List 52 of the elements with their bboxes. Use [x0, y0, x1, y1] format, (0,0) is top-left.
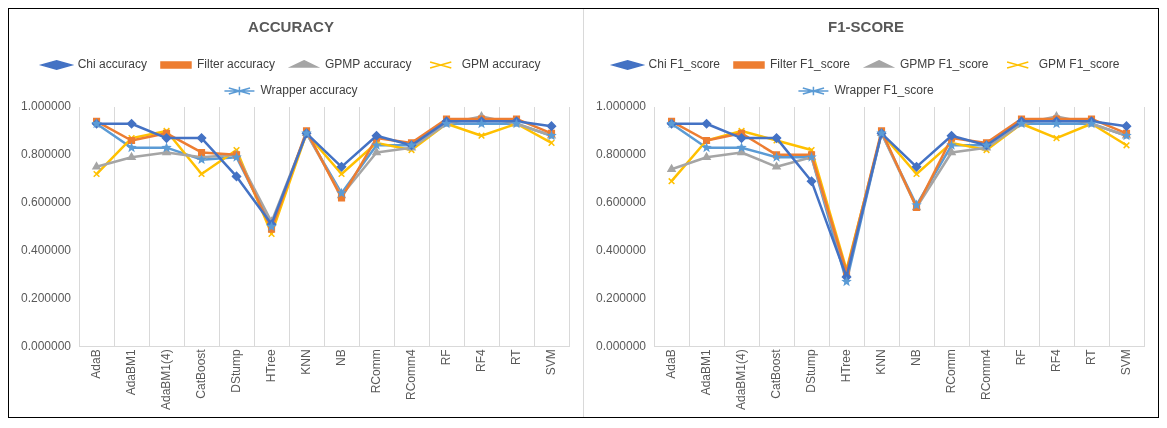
- y-tick-label: 0.400000: [20, 242, 72, 257]
- y-tick-label: 0.400000: [595, 242, 647, 257]
- x-tick-label: AdaB: [88, 349, 103, 379]
- x-tick-label: NB: [333, 349, 348, 366]
- x-tick-label: RComm4: [403, 348, 418, 400]
- x-tick-label: HTree: [263, 348, 278, 383]
- legend-label: GPM accuracy: [461, 57, 541, 72]
- chart-title: F1-SCORE: [828, 18, 904, 36]
- x-tick-label: AdaBM1(4): [733, 349, 748, 411]
- x-tick-label: SVM: [1118, 349, 1133, 376]
- y-tick-label: 0.200000: [20, 290, 72, 305]
- legend-label: GPM F1_score: [1038, 57, 1120, 72]
- x-tick-label: RComm: [368, 349, 383, 394]
- x-tick-label: DStump: [228, 348, 243, 393]
- chart-title: ACCURACY: [248, 18, 334, 36]
- legend-label: Chi accuracy: [77, 57, 147, 72]
- x-tick-label: AdaBM1(4): [158, 349, 173, 411]
- x-tick-label: RF4: [473, 348, 488, 372]
- legend-label: GPMP F1_score: [900, 57, 989, 72]
- x-tick-label: SVM: [543, 349, 558, 376]
- y-tick-label: 0.600000: [595, 195, 647, 210]
- x-tick-label: AdaBM1: [698, 348, 713, 396]
- x-tick-label: RT: [1083, 348, 1098, 366]
- y-tick-label: 1.000000: [20, 99, 72, 114]
- y-tick-label: 0.600000: [20, 195, 72, 210]
- y-tick-label: 0.200000: [595, 290, 647, 305]
- y-tick-label: 0.000000: [20, 338, 72, 353]
- x-tick-label: RF4: [1048, 348, 1063, 372]
- x-tick-label: KNN: [873, 349, 888, 375]
- x-tick-label: AdaBM1: [123, 348, 138, 396]
- y-tick-label: 0.800000: [595, 147, 647, 162]
- x-tick-label: RF: [1013, 349, 1028, 366]
- x-tick-label: RF: [438, 349, 453, 366]
- x-tick-label: CatBoost: [193, 348, 208, 399]
- x-tick-label: AdaB: [663, 349, 678, 379]
- legend-label: Chi F1_score: [648, 57, 721, 72]
- x-tick-label: HTree: [838, 348, 853, 383]
- legend-label: Wrapper F1_score: [834, 83, 934, 98]
- y-tick-label: 0.000000: [595, 338, 647, 353]
- x-tick-label: CatBoost: [768, 348, 783, 399]
- legend-label: GPMP accuracy: [325, 57, 412, 72]
- legend-label: Wrapper accuracy: [260, 83, 358, 98]
- x-tick-label: RComm: [943, 349, 958, 394]
- y-tick-label: 0.800000: [20, 147, 72, 162]
- x-tick-label: RT: [508, 348, 523, 366]
- legend-label: Filter F1_score: [769, 57, 851, 72]
- x-tick-label: DStump: [803, 348, 818, 393]
- x-tick-label: KNN: [298, 349, 313, 375]
- x-tick-label: NB: [908, 349, 923, 366]
- y-tick-label: 1.000000: [595, 99, 647, 114]
- x-tick-label: RComm4: [978, 348, 993, 400]
- legend-label: Filter accuracy: [196, 57, 276, 72]
